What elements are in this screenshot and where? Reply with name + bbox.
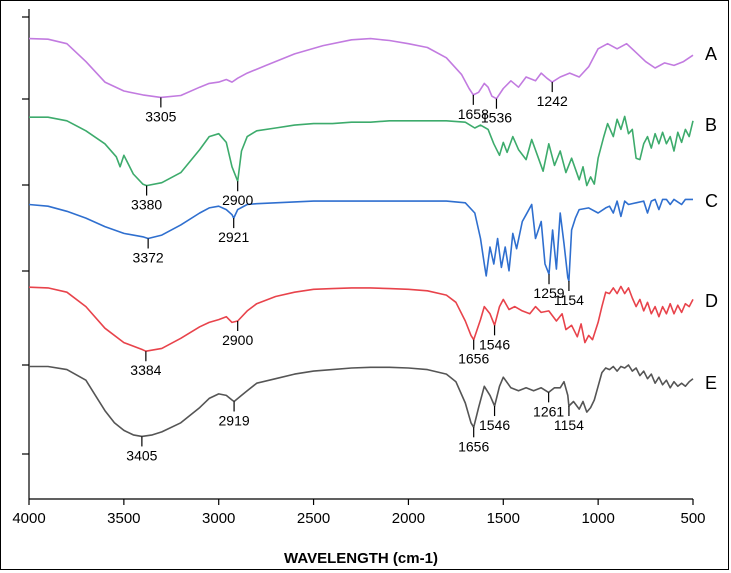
peak-label-D-1656: 1656 (458, 351, 489, 367)
x-tick-label-3500: 3500 (107, 510, 140, 527)
series-group (28, 37, 694, 438)
series-line-D (28, 285, 694, 352)
peak-label-D-3384: 3384 (130, 362, 161, 378)
x-tick-label-2000: 2000 (392, 510, 425, 527)
x-tick-label-4000: 4000 (12, 510, 45, 527)
peak-label-E-1261: 1261 (533, 403, 564, 419)
labels-group: A B C D E (705, 44, 718, 393)
peak-label-E-1546: 1546 (479, 417, 510, 433)
series-label-E: E (705, 373, 717, 393)
peak-label-C-2921: 2921 (218, 229, 249, 245)
series-label-C: C (705, 191, 718, 211)
peak-label-E-3405: 3405 (126, 447, 157, 463)
series-label-B: B (705, 115, 717, 135)
peak-label-C-1154: 1154 (554, 292, 584, 308)
peak-label-D-2900: 2900 (222, 332, 253, 348)
peak-label-B-3380: 3380 (131, 197, 162, 213)
series-label-D: D (705, 291, 718, 311)
peak-label-E-1154: 1154 (554, 417, 584, 433)
peak-label-D-1546: 1546 (479, 336, 510, 352)
x-tick-label-2500: 2500 (297, 510, 330, 527)
series-line-C (28, 198, 693, 282)
peak-label-B-2900: 2900 (222, 192, 253, 208)
peak-label-E-2919: 2919 (219, 412, 250, 428)
series-line-A (28, 37, 694, 100)
series-line-E (29, 364, 694, 438)
series-label-A: A (705, 44, 717, 64)
x-tick-label-1500: 1500 (487, 510, 520, 527)
peak-label-A-1536: 1536 (481, 110, 512, 126)
peak-label-C-1259: 1259 (533, 285, 564, 301)
x-tick-label-1000: 1000 (581, 510, 614, 527)
peak-label-A-1242: 1242 (537, 93, 568, 109)
series-line-B (29, 115, 694, 187)
peak-label-C-3372: 3372 (133, 250, 164, 266)
x-axis-label: WAVELENGTH (cm-1) (284, 550, 438, 567)
peak-label-A-3305: 3305 (145, 108, 176, 124)
x-tick-label-500: 500 (680, 510, 705, 527)
peak-label-A-1658: 1658 (458, 106, 489, 122)
peak-label-E-1656: 1656 (458, 438, 489, 454)
x-tick-label-3000: 3000 (202, 510, 235, 527)
axes-group: 4000 3500 3000 2500 2000 1500 1000 500 (12, 9, 706, 527)
